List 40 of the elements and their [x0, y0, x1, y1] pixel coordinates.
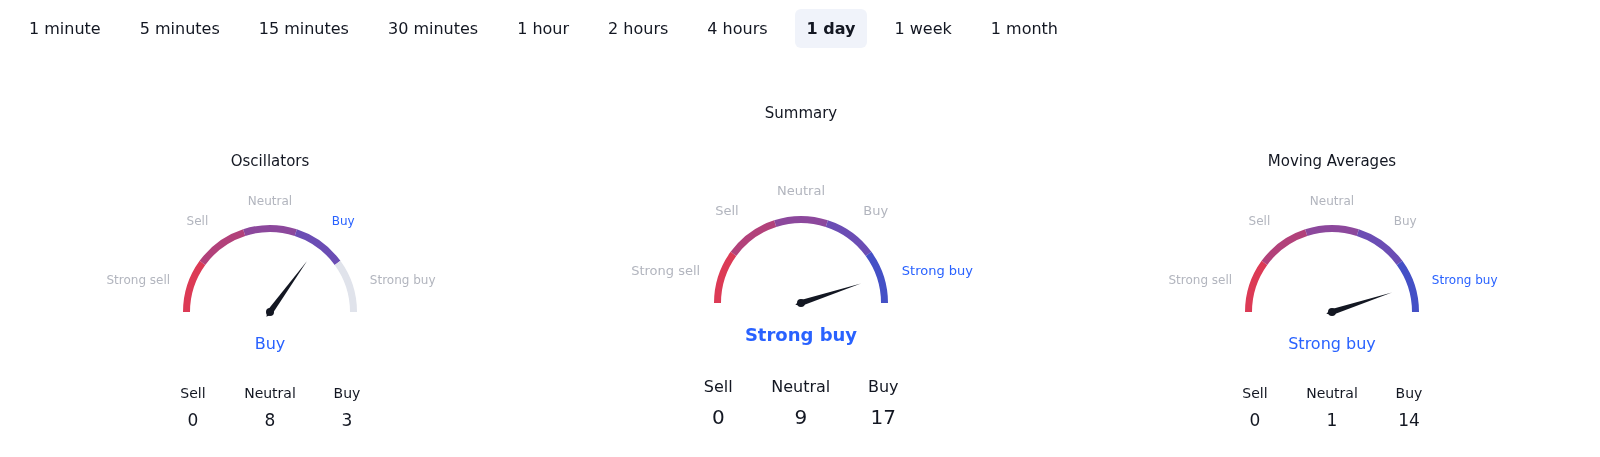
slice-label: Strong buy — [369, 272, 436, 287]
data-label: 0 — [1248, 409, 1262, 432]
time-tab: 1 day — [794, 9, 868, 48]
slice-label: Buy — [863, 203, 889, 219]
data-label: 8 — [263, 409, 277, 432]
category-label: Sell — [179, 384, 207, 403]
slice-label: Neutral — [777, 183, 825, 198]
category-label: Neutral — [243, 384, 297, 403]
data-label: 17 — [869, 404, 897, 431]
slice-label: Strong buy — [901, 262, 974, 278]
category-label: Neutral — [770, 376, 832, 398]
slice-label: Sell — [715, 203, 739, 219]
slice-label: Sell — [186, 214, 209, 229]
slice-label: Sell — [1248, 214, 1271, 229]
data-label: 1 — [1325, 409, 1339, 432]
data-label: 14 — [1397, 409, 1421, 432]
data-label: 0 — [186, 409, 200, 432]
slice-label: Strong buy — [1431, 272, 1498, 287]
category-label: Strong buy — [1288, 333, 1376, 353]
category-label: Neutral — [1305, 384, 1359, 403]
category-label: Sell — [1241, 384, 1269, 403]
slice-label: Neutral — [247, 194, 293, 208]
chart-title: Summary — [764, 103, 838, 122]
category-label: Buy — [254, 333, 286, 353]
slice-label: Buy — [1393, 214, 1417, 229]
chart-title: Oscillators — [230, 151, 310, 170]
slice-label: Buy — [331, 214, 355, 229]
category-label: Buy — [332, 384, 362, 403]
slice-label: Strong sell — [1168, 272, 1233, 287]
category-label: Buy — [1394, 384, 1424, 403]
chart-title: Moving Averages — [1267, 151, 1397, 170]
category-label: Sell — [702, 376, 734, 398]
data-label: 3 — [340, 409, 354, 432]
category-label: Buy — [866, 376, 900, 398]
category-label: Strong buy — [744, 323, 858, 345]
slice-label: Strong sell — [631, 262, 701, 278]
data-label: 0 — [710, 404, 726, 431]
data-label: 9 — [793, 404, 809, 431]
slice-label: Neutral — [1309, 194, 1355, 208]
slice-label: Strong sell — [106, 272, 171, 287]
